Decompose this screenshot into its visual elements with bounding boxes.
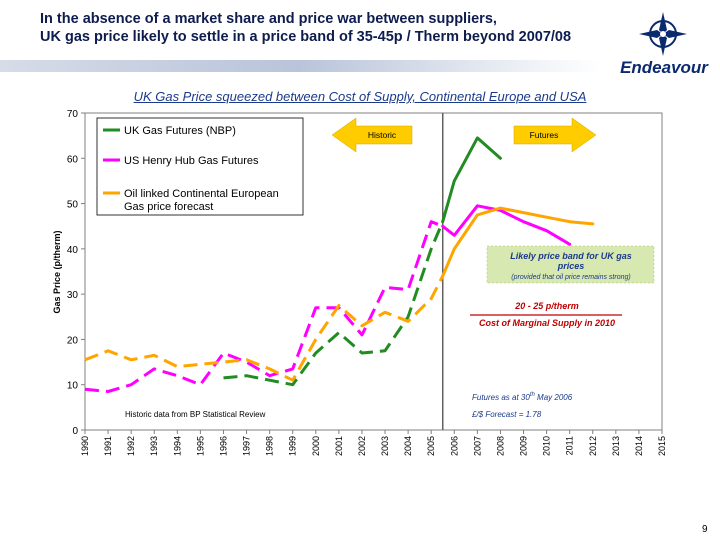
page-number: 9 [702,524,708,535]
y-tick-label: 40 [67,245,79,256]
futures-arrow-icon [513,117,597,153]
historic-arrow-icon [331,117,413,153]
y-tick-label: 70 [67,109,79,120]
x-tick-label: 2014 [634,436,644,456]
x-tick-label: 1992 [126,436,136,456]
y-tick-label: 20 [67,335,79,346]
x-tick-label: 1999 [288,436,298,456]
x-tick-label: 2008 [495,436,505,456]
y-tick-label: 50 [67,200,79,211]
y-tick-label: 10 [67,381,79,392]
x-tick-label: 2001 [334,436,344,456]
x-tick-label: 2000 [311,436,321,456]
historic-arrow-label: Historic [368,130,397,140]
slide-title: In the absence of a market share and pri… [40,10,600,46]
series-2-futures-line [441,206,595,278]
chart-annotations-back: Historic Futures [331,117,655,284]
x-tick-label: 1994 [172,436,182,456]
x-tick-label: 2006 [449,436,459,456]
x-tick-label: 1993 [149,436,159,456]
x-tick-label: 1991 [103,436,113,456]
x-tick-label: 2007 [472,436,482,456]
slide-title-line-2: UK gas price likely to settle in a price… [40,29,572,45]
x-tick-label: 1997 [242,436,252,456]
series-1-futures-line [441,204,572,246]
futures-date-sup: th [530,392,536,398]
x-tick-label: 2002 [357,436,367,456]
x-tick-label: 2009 [519,436,529,456]
source-note: Historic data from BP Statistical Review [125,410,266,419]
x-tick-label: 2003 [380,436,390,456]
x-tick-label: 1995 [195,436,205,456]
x-tick-label: 2010 [542,436,552,456]
y-tick-label: 30 [67,290,79,301]
legend-label-2-line-0: Oil linked Continental European [124,188,279,200]
futures-date-main: Futures as at 30 [472,393,530,402]
chart-series [84,136,595,393]
x-tick-label: 1990 [80,436,90,456]
price-band-line-2: prices [557,261,585,271]
price-band-box [486,245,655,284]
fx-forecast-note: £/$ Forecast = 1.78 [471,410,542,419]
slide-title-line-1: In the absence of a market share and pri… [40,11,497,27]
series-0-futures-line [441,136,502,224]
legend-label-2-line-1: Gas price forecast [124,201,213,213]
cost-range-label: 20 - 25 p/therm [514,301,579,311]
futures-date-end: May 2006 [535,393,573,402]
price-band-line-1: Likely price band for UK gas [510,251,632,261]
x-tick-label: 2011 [565,436,575,455]
x-tick-label: 2005 [426,436,436,456]
y-axis-label: Gas Price (p/therm) [52,230,62,313]
futures-arrow-label: Futures [530,130,559,140]
futures-date-note: Futures as at 30th May 2006 [472,392,573,402]
series-0-historic-line [223,221,445,387]
y-tick-label: 60 [67,154,79,165]
x-tick-label: 2013 [611,436,621,456]
chart-title: UK Gas Price squeezed between Cost of Su… [133,89,587,104]
compass-logo-icon [639,12,687,56]
x-tick-label: 2012 [588,436,598,456]
cost-of-supply-label: Cost of Marginal Supply in 2010 [479,318,615,328]
legend-label-1: US Henry Hub Gas Futures [124,155,259,167]
series-2-historic-line [84,275,445,382]
logo-text: Endeavour [620,58,708,77]
price-band-note: (provided that oil price remains strong) [511,274,630,281]
legend-label-0: UK Gas Futures (NBP) [124,125,236,137]
header-stripe [0,60,600,72]
x-tick-label: 2015 [657,436,667,456]
chart-legend: UK Gas Futures (NBP) US Henry Hub Gas Fut… [96,117,304,216]
legend-box [96,117,304,216]
x-tick-label: 1996 [218,436,228,456]
y-tick-label: 0 [72,426,78,437]
x-tick-label: 1998 [265,436,275,456]
x-tick-label: 2004 [403,436,413,456]
series-1-historic-line [84,220,444,393]
